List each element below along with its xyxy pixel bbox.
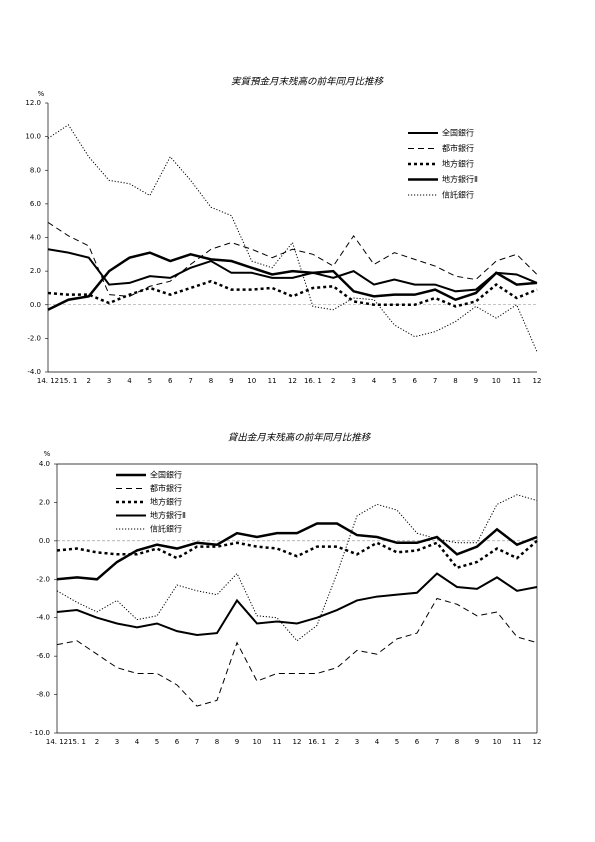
x-tick-label: 3 [355,738,359,746]
y-tick-label: -8.0 [36,691,50,699]
y-unit: % [44,450,51,458]
series-line [56,597,538,707]
x-tick-label: 4 [127,377,132,385]
x-tick-label: 16. 1 [304,377,322,385]
x-tick-label: 9 [474,377,478,385]
y-tick-label: 12.0 [25,99,41,107]
x-tick-label: 5 [392,377,396,385]
y-tick-label: -4.0 [36,614,50,622]
x-tick-label: 6 [415,738,420,746]
x-tick-label: 2 [335,738,339,746]
legend-label: 地方銀行 [150,497,182,507]
series-line [56,494,538,642]
legend-label: 全国銀行 [150,470,182,480]
x-tick-label: 12 [533,377,542,385]
x-tick-label: 9 [475,738,479,746]
x-tick-label: 8 [453,377,457,385]
x-tick-label: 9 [235,738,239,746]
y-tick-label: 2.0 [30,267,41,275]
x-tick-label: 11 [268,377,277,385]
x-tick-label: 10 [247,377,256,385]
chart-title: 実質預金月末残高の前年同月比推移 [231,76,385,88]
chart-title: 貸出金月末残高の前年同月比推移 [228,432,372,444]
y-tick-label: -4.0 [27,368,41,376]
y-tick-label: 8.0 [30,166,41,174]
x-tick-label: 6 [168,377,173,385]
series-line [47,251,538,311]
x-tick-label: 4 [372,377,377,385]
x-tick-label: 8 [455,738,459,746]
x-tick-label: 7 [195,738,199,746]
x-tick-label: 11 [513,738,522,746]
legend-label: 地方銀行 [442,159,474,169]
x-tick-label: 7 [188,377,192,385]
x-tick-label: 5 [395,738,399,746]
x-tick-label: 5 [148,377,152,385]
y-tick-label: 4.0 [30,234,41,242]
x-tick-label: 15. 1 [59,377,77,385]
x-tick-label: 8 [215,738,219,746]
x-tick-label: 14. 12 [37,377,59,385]
legend-label: 全国銀行 [442,128,474,138]
y-tick-label: -6.0 [36,652,50,660]
y-tick-label: - 10.0 [30,729,50,737]
series-line [47,279,538,308]
series-line [47,248,538,293]
x-tick-label: 14. 12 [46,738,68,746]
y-tick-label: 0.0 [39,537,50,545]
x-tick-label: 7 [433,377,437,385]
x-tick-label: 6 [413,377,418,385]
series-line [56,522,538,581]
legend-label: 地方銀行Ⅱ [442,174,478,184]
y-tick-label: 10.0 [25,133,41,141]
x-tick-label: 4 [375,738,380,746]
x-tick-label: 3 [115,738,119,746]
x-tick-label: 4 [135,738,140,746]
x-tick-label: 3 [107,377,111,385]
series-line [56,539,538,570]
x-tick-label: 10 [492,377,501,385]
y-tick-label: 4.0 [39,460,50,468]
x-tick-label: 15. 1 [68,738,86,746]
y-tick-label: 6.0 [30,200,41,208]
x-tick-label: 2 [87,377,91,385]
x-tick-label: 9 [229,377,233,385]
legend-label: 信託銀行 [150,524,182,534]
legend-label: 信託銀行 [442,190,474,200]
x-tick-label: 3 [351,377,355,385]
y-tick-label: 2.0 [39,498,50,506]
x-tick-label: 2 [95,738,99,746]
x-tick-label: 5 [155,738,159,746]
x-tick-label: 6 [175,738,180,746]
series-line [56,572,538,637]
legend-label: 地方銀行Ⅱ [150,510,186,520]
legend-label: 都市銀行 [150,483,182,493]
x-tick-label: 8 [209,377,213,385]
x-tick-label: 12 [533,738,542,746]
x-tick-label: 12 [288,377,297,385]
x-tick-label: 11 [512,377,521,385]
x-tick-label: 10 [493,738,502,746]
y-tick-label: -2.0 [36,575,50,583]
legend-label: 都市銀行 [442,143,474,153]
x-tick-label: 16. 1 [308,738,326,746]
series-line [47,124,538,353]
x-tick-label: 12 [293,738,302,746]
y-tick-label: 0.0 [30,301,41,309]
y-unit: % [38,90,45,98]
x-tick-label: 7 [435,738,439,746]
x-tick-label: 10 [253,738,262,746]
y-tick-label: -2.0 [27,334,41,342]
x-tick-label: 2 [331,377,335,385]
x-tick-label: 11 [273,738,282,746]
series-line [47,221,538,297]
